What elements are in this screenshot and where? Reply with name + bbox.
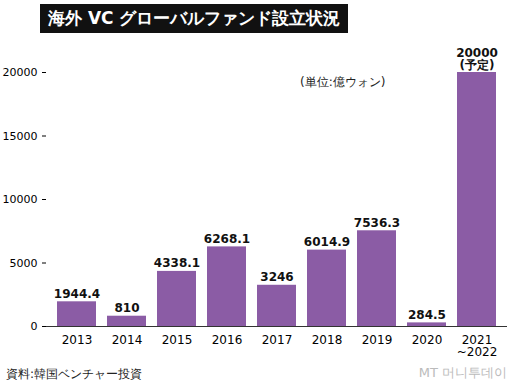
svg-text:10000: 10000 (3, 193, 38, 206)
html-text:MT 머니투데이: MT 머니투데이 (418, 365, 507, 380)
svg-text:0: 0 (31, 320, 38, 333)
svg-text:5000: 5000 (10, 257, 38, 270)
svg-text:1944.4: 1944.4 (54, 287, 100, 301)
svg-text:2016: 2016 (212, 333, 243, 347)
svg-text:4338.1: 4338.1 (154, 256, 200, 270)
svg-text:7536.3: 7536.3 (354, 216, 400, 230)
svg-text:2013: 2013 (62, 333, 93, 347)
html-text:(単位:億ウォン): (単位:億ウォン) (300, 75, 386, 89)
svg-text:6268.1: 6268.1 (204, 232, 250, 246)
svg-text:2017: 2017 (262, 333, 293, 347)
svg-text:2018: 2018 (312, 333, 343, 347)
svg-text:15000: 15000 (3, 130, 38, 143)
svg-text:20000: 20000 (3, 66, 38, 79)
svg-text:2014: 2014 (112, 333, 143, 347)
html-text:海外 VC グローバルファンド設立状況: 海外 VC グローバルファンド設立状況 (48, 8, 341, 28)
svg-text:2019: 2019 (362, 333, 393, 347)
svg-text:3246: 3246 (260, 270, 293, 284)
svg-text:284.5: 284.5 (408, 308, 446, 322)
svg-text:20000(予定): 20000(予定) (456, 46, 498, 72)
svg-text:810: 810 (114, 301, 139, 315)
html-text:資料:韓国ベンチャー投資: 資料:韓国ベンチャー投資 (6, 367, 142, 381)
svg-text:2021~2022: 2021~2022 (457, 333, 498, 359)
svg-text:6014.9: 6014.9 (304, 235, 350, 249)
svg-text:2020: 2020 (412, 333, 443, 347)
svg-text:2015: 2015 (162, 333, 193, 347)
